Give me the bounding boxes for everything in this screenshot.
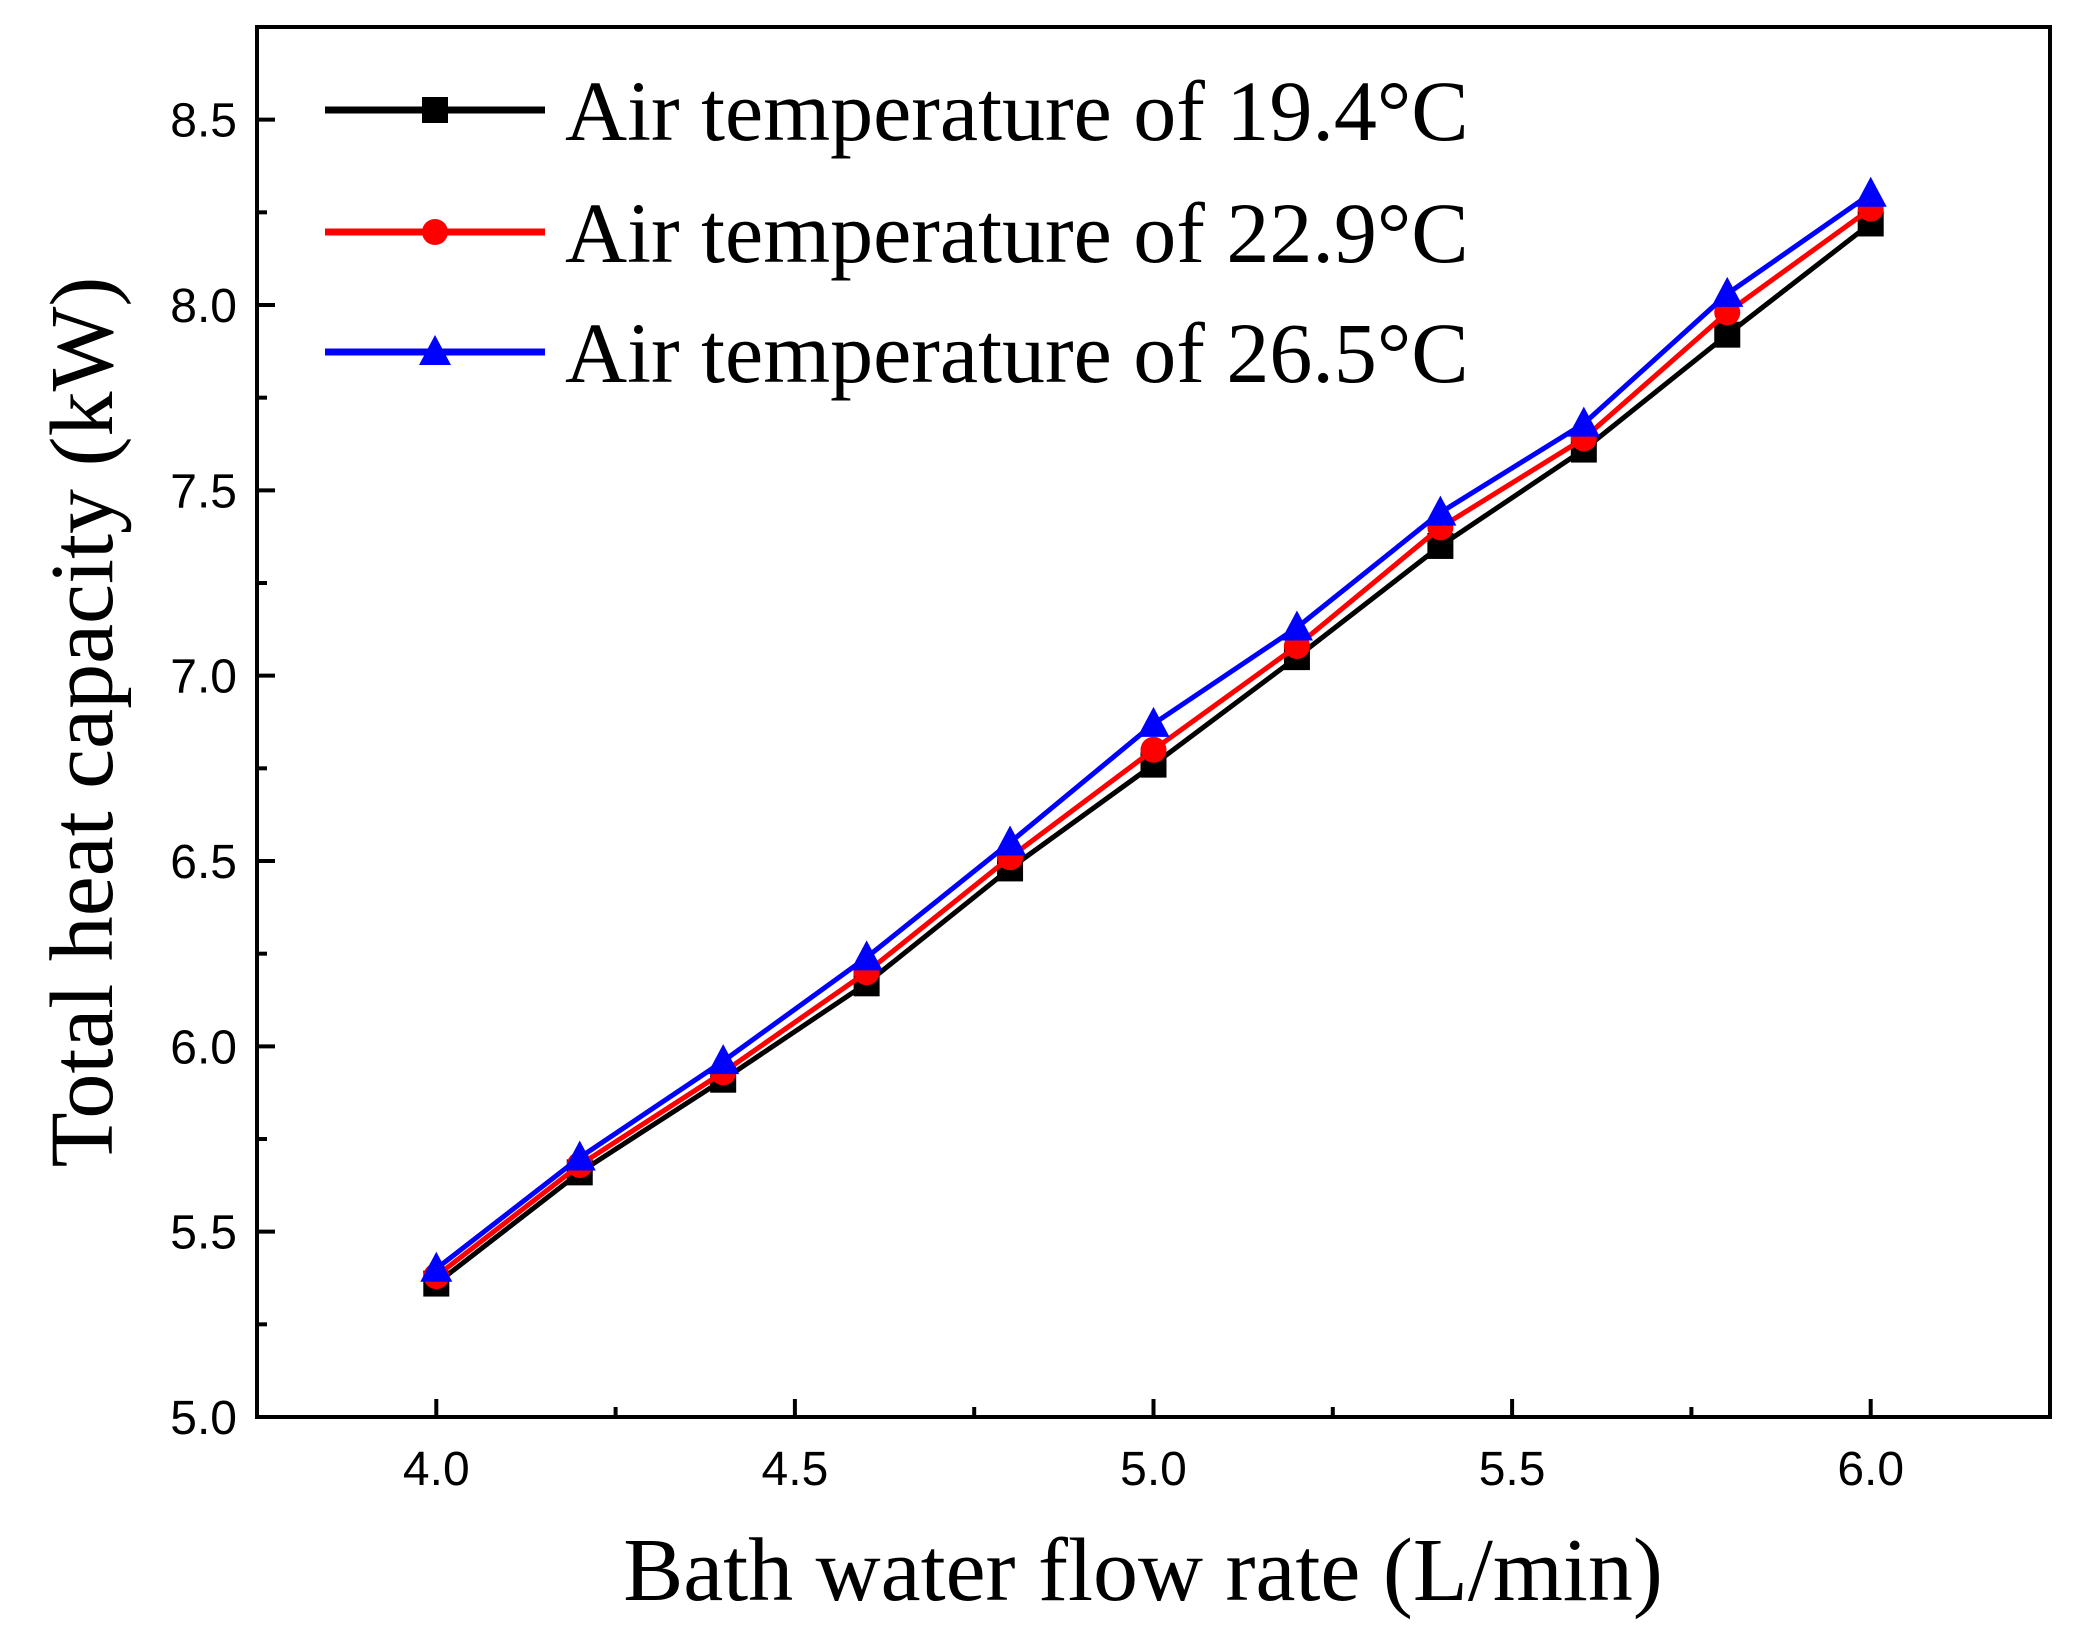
y-tick-label: 7.0 (170, 651, 237, 704)
series-3-point (1424, 495, 1457, 526)
y-tick-label: 8.0 (170, 280, 237, 333)
y-tick-label: 6.0 (170, 1021, 237, 1074)
legend-swatch-marker (422, 97, 448, 123)
legend-label: Air temperature of 22.9°C (565, 185, 1469, 281)
series-3-point (1711, 276, 1744, 307)
legend-label: Air temperature of 26.5°C (565, 305, 1469, 401)
x-tick-label: 5.0 (1120, 1443, 1187, 1496)
legend-item-2: Air temperature of 22.9°C (325, 185, 1469, 281)
y-axis-title: Total heat capacity (kW) (33, 277, 132, 1168)
y-axis: 5.0 5.5 6.0 6.5 7.0 7.5 8.0 8.5 (170, 95, 275, 1445)
y-tick-label: 5.0 (170, 1392, 237, 1445)
series-3-point (1567, 406, 1600, 437)
x-tick-label: 5.5 (1479, 1443, 1546, 1496)
legend-item-3: Air temperature of 26.5°C (325, 305, 1469, 401)
legend: Air temperature of 19.4°C Air temperature… (325, 63, 1469, 401)
series-3-point (563, 1140, 596, 1171)
legend-label: Air temperature of 19.4°C (565, 63, 1469, 159)
x-tick-label: 6.0 (1837, 1443, 1904, 1496)
x-tick-label: 4.5 (762, 1443, 829, 1496)
legend-swatch-marker (419, 335, 451, 365)
series-3-point (420, 1251, 453, 1282)
series-3-point (850, 940, 883, 971)
legend-swatch-marker (422, 219, 448, 245)
series-layer (420, 176, 1887, 1297)
y-tick-label: 7.5 (170, 465, 237, 518)
series-3-point (994, 825, 1027, 856)
series-3-point (1280, 610, 1313, 641)
series-3-point (1137, 706, 1170, 737)
series-3 (420, 176, 1887, 1282)
series-3-point (1854, 176, 1887, 207)
x-tick-label: 4.0 (403, 1443, 470, 1496)
series-1-point (1714, 321, 1741, 348)
series-3-point (707, 1044, 740, 1075)
x-axis: 4.0 4.5 5.0 5.5 6.0 (403, 1399, 1904, 1496)
y-tick-label: 8.5 (170, 95, 237, 148)
legend-item-1: Air temperature of 19.4°C (325, 63, 1469, 159)
y-tick-label: 5.5 (170, 1207, 237, 1260)
series-2-point (1140, 736, 1167, 763)
x-axis-title: Bath water flow rate (L/min) (623, 1521, 1663, 1620)
y-tick-label: 6.5 (170, 836, 237, 889)
